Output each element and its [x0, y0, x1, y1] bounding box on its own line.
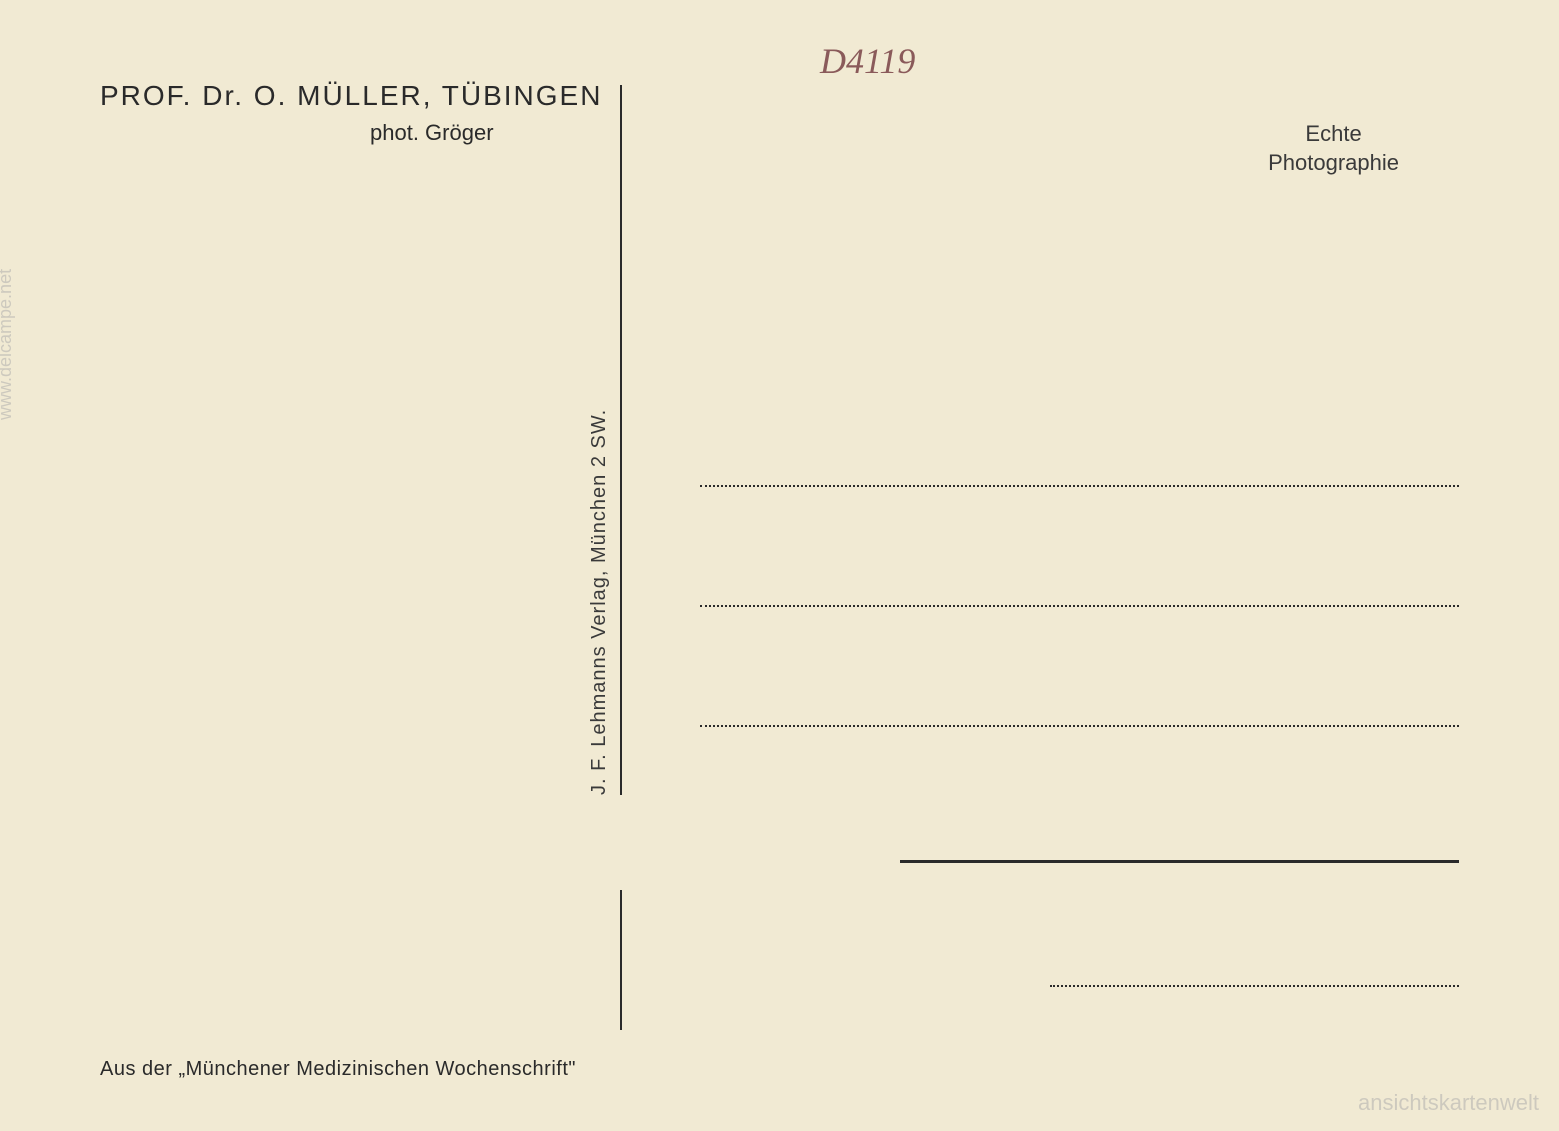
photo-type-line1: Echte	[1305, 121, 1361, 146]
address-line-2	[700, 605, 1459, 607]
center-divider-top	[620, 85, 622, 795]
photographer-credit: phot. Gröger	[370, 120, 494, 146]
address-solid-line	[900, 860, 1459, 863]
source-publication: Aus der „Münchener Medizinischen Wochens…	[100, 1058, 576, 1081]
photo-type-label: Echte Photographie	[1268, 120, 1399, 177]
photo-type-line2: Photographie	[1268, 150, 1399, 175]
publisher-credit: J. F. Lehmanns Verlag, München 2 SW.	[588, 409, 611, 795]
watermark-delcampe: www.delcampe.net	[0, 269, 16, 420]
address-line-4	[1050, 985, 1459, 987]
center-divider-bottom	[620, 890, 622, 1030]
address-line-1	[700, 485, 1459, 487]
address-line-3	[700, 725, 1459, 727]
handwritten-catalog-code: D4119	[820, 40, 915, 82]
watermark-seller: ansichtskartenwelt	[1358, 1090, 1539, 1116]
postcard-back: D4119 PROF. Dr. O. MÜLLER, TÜBINGEN phot…	[0, 0, 1559, 1131]
subject-name: PROF. Dr. O. MÜLLER, TÜBINGEN	[100, 80, 602, 112]
